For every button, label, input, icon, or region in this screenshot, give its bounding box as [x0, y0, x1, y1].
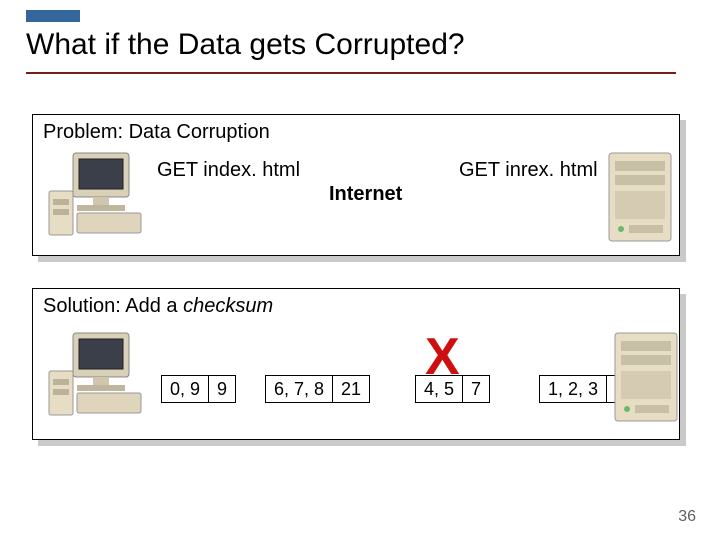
solution-label-em: checksum [183, 295, 273, 317]
problem-panel: Problem: Data Corruption GET index. html… [32, 114, 680, 256]
page-title: What if the Data gets Corrupted? [26, 24, 465, 62]
solution-label-prefix: Solution: Add a [43, 295, 183, 317]
packet-cell: 7 [462, 375, 490, 403]
server-icon [611, 331, 681, 425]
title-block: What if the Data gets Corrupted? [26, 10, 465, 62]
solution-panel: Solution: Add a checksum 0, 99 6, 7, 821… [32, 288, 680, 440]
packet-cell: 6, 7, 8 [265, 375, 332, 403]
solution-label: Solution: Add a checksum [43, 295, 273, 318]
left-message: GET index. html [157, 159, 300, 182]
packet-cell: 21 [332, 375, 370, 403]
packet: 0, 99 [161, 375, 236, 403]
server-icon [605, 151, 675, 245]
title-underline [26, 72, 676, 74]
internet-label: Internet [329, 183, 402, 206]
packet-cell: 9 [208, 375, 236, 403]
problem-label: Problem: Data Corruption [43, 121, 270, 144]
accent-bar [26, 10, 80, 22]
right-message: GET inrex. html [459, 159, 598, 182]
computer-icon [47, 331, 147, 417]
error-x-icon: X [425, 327, 460, 387]
packet-cell: 0, 9 [161, 375, 208, 403]
packet-cell: 1, 2, 3 [539, 375, 606, 403]
computer-icon [47, 151, 147, 237]
packet: 6, 7, 821 [265, 375, 370, 403]
page-number: 36 [678, 508, 696, 526]
